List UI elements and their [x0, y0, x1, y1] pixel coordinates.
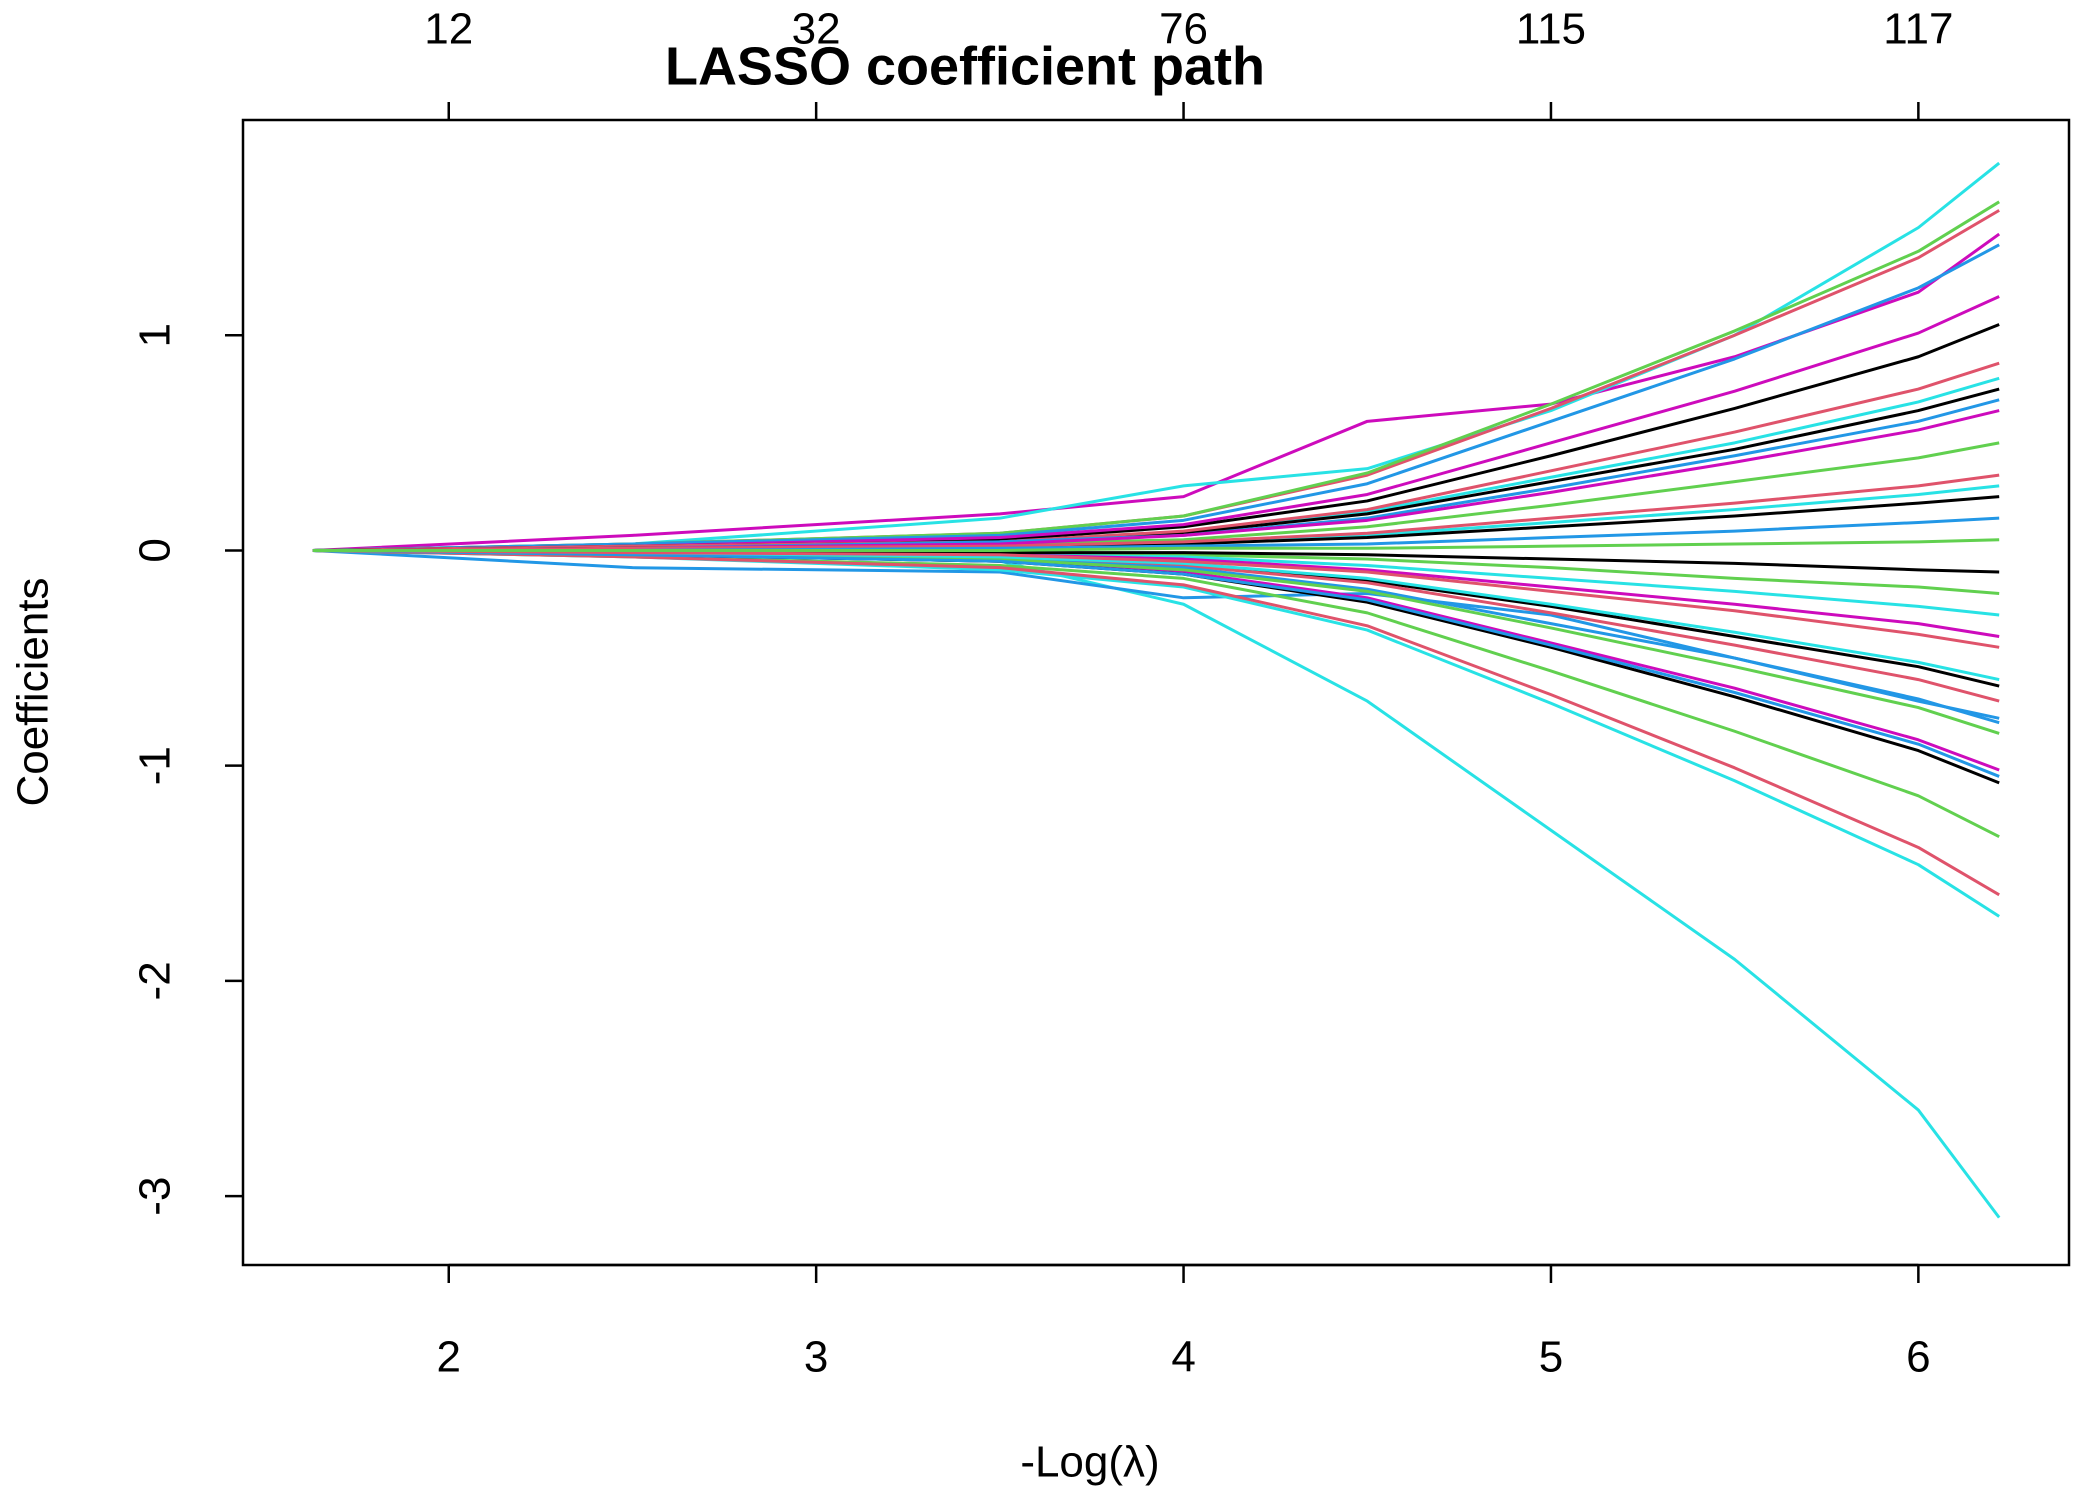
y-axis-label: Coefficients: [9, 577, 58, 806]
y-tick-label: -1: [131, 746, 180, 785]
coefficient-path: [312, 243, 2000, 552]
coefficient-path: [312, 548, 2000, 897]
x2-tick-label: 12: [424, 5, 473, 54]
x-tick-label: 4: [1171, 1333, 1195, 1382]
coefficient-path: [312, 548, 2000, 778]
coefficient-path: [312, 548, 2000, 649]
x2-tick-label: 32: [792, 5, 841, 54]
x-axis-label: -Log(λ): [1020, 1438, 1159, 1487]
y-tick-label: 0: [131, 538, 180, 562]
x-tick-label: 5: [1539, 1333, 1563, 1382]
x2-tick-label: 76: [1159, 5, 1208, 54]
y-tick-label: 1: [131, 323, 180, 347]
coefficient-path: [312, 538, 2000, 552]
coefficient-path: [312, 161, 2001, 552]
y-tick-label: -2: [131, 961, 180, 1000]
x2-tick-label: 115: [1516, 5, 1586, 54]
coefficient-path: [312, 473, 2000, 552]
x-tick-label: 2: [437, 1333, 461, 1382]
coefficient-path: [312, 232, 2001, 552]
x-tick-label: 6: [1906, 1333, 1930, 1382]
y-tick-label: -3: [131, 1177, 180, 1216]
x2-tick-label: 117: [1883, 5, 1953, 54]
x-tick-label: 3: [804, 1333, 828, 1382]
chart-title: LASSO coefficient path: [665, 36, 1265, 96]
